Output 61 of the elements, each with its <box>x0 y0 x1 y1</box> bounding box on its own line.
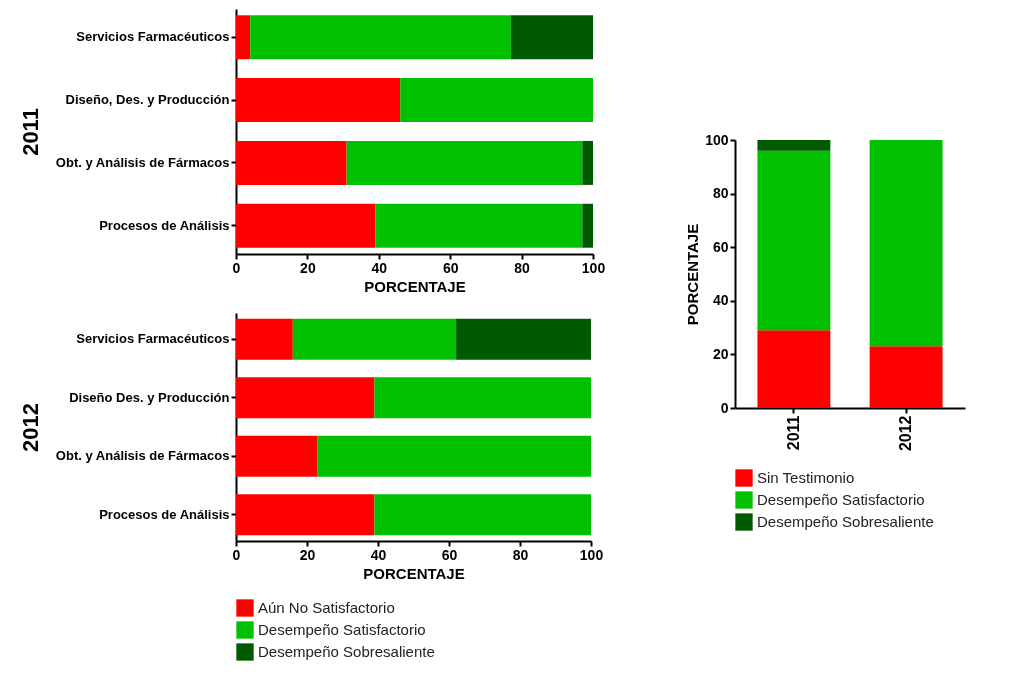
legend-label: Aún No Satisfactorio <box>258 599 395 616</box>
y-axis-title: PORCENTAJE <box>684 223 702 326</box>
bar <box>456 318 591 360</box>
x-axis-title: PORCENTAJE <box>364 277 466 295</box>
x-tick-label: 100 <box>579 546 604 563</box>
x-tick-label: 60 <box>441 546 458 563</box>
y-axis-title: 2011 <box>18 108 44 156</box>
bar <box>869 140 943 347</box>
legend-label: Desempeño Sobresaliente <box>757 513 934 530</box>
y-tick-label: Diseño, Des. y Producción <box>65 92 230 108</box>
x-tick-label: 80 <box>514 259 531 276</box>
legend-label: Sin Testimonio <box>757 469 855 486</box>
x-tick-label: 40 <box>370 546 387 563</box>
x-tick-label: 100 <box>581 259 606 276</box>
legend-label: Desempeño Sobresaliente <box>258 643 435 660</box>
bar <box>374 377 591 419</box>
x-tick-label: 80 <box>512 546 529 563</box>
x-tick-label: 0 <box>232 546 241 563</box>
bar <box>292 318 457 360</box>
bar <box>757 150 831 331</box>
bar <box>375 203 583 248</box>
y-tick-label: Procesos de Análisis <box>99 217 230 233</box>
bar <box>346 140 583 185</box>
x-tick-label: 20 <box>299 546 316 563</box>
y-tick-label: Servicios Farmacéuticos <box>76 29 230 45</box>
y-tick-label: 60 <box>712 238 729 255</box>
bar <box>236 494 375 536</box>
bar <box>236 203 376 248</box>
x-tick-label: 40 <box>371 259 388 276</box>
x-tick-label: 20 <box>300 259 316 276</box>
legend-label: Desempeño Satisfactorio <box>258 621 426 638</box>
bar <box>869 346 943 408</box>
bar <box>236 377 375 419</box>
bar <box>757 330 831 408</box>
bar <box>236 435 318 477</box>
bar <box>236 78 401 123</box>
bar <box>236 15 251 60</box>
bar <box>250 15 511 60</box>
bar <box>582 203 593 248</box>
y-tick-label: Procesos de Análisis <box>99 506 230 522</box>
bar <box>236 140 347 185</box>
x-tick-label: 60 <box>442 259 459 276</box>
x-axis-title: PORCENTAJE <box>363 564 465 582</box>
bar <box>510 15 593 60</box>
legend-label: Desempeño Satisfactorio <box>757 491 925 508</box>
y-tick-label: Obt. y Análisis de Fármacos <box>55 154 230 170</box>
y-tick-label: 40 <box>712 292 729 309</box>
y-tick-label: 20 <box>712 345 729 362</box>
bar <box>582 140 593 185</box>
y-tick-label: Servicios Farmacéuticos <box>76 331 230 347</box>
y-tick-label: 0 <box>720 399 729 416</box>
y-tick-label: 80 <box>712 185 729 202</box>
y-tick-label: Obt. y Análisis de Fármacos <box>55 448 230 464</box>
bar <box>400 78 593 123</box>
bar <box>757 140 831 151</box>
bar <box>374 494 591 536</box>
x-tick-label: 0 <box>232 259 241 276</box>
bar <box>236 318 293 360</box>
bar <box>317 435 591 477</box>
y-tick-label: Diseño Des. y Producción <box>69 389 230 405</box>
y-tick-label: 100 <box>705 131 729 148</box>
